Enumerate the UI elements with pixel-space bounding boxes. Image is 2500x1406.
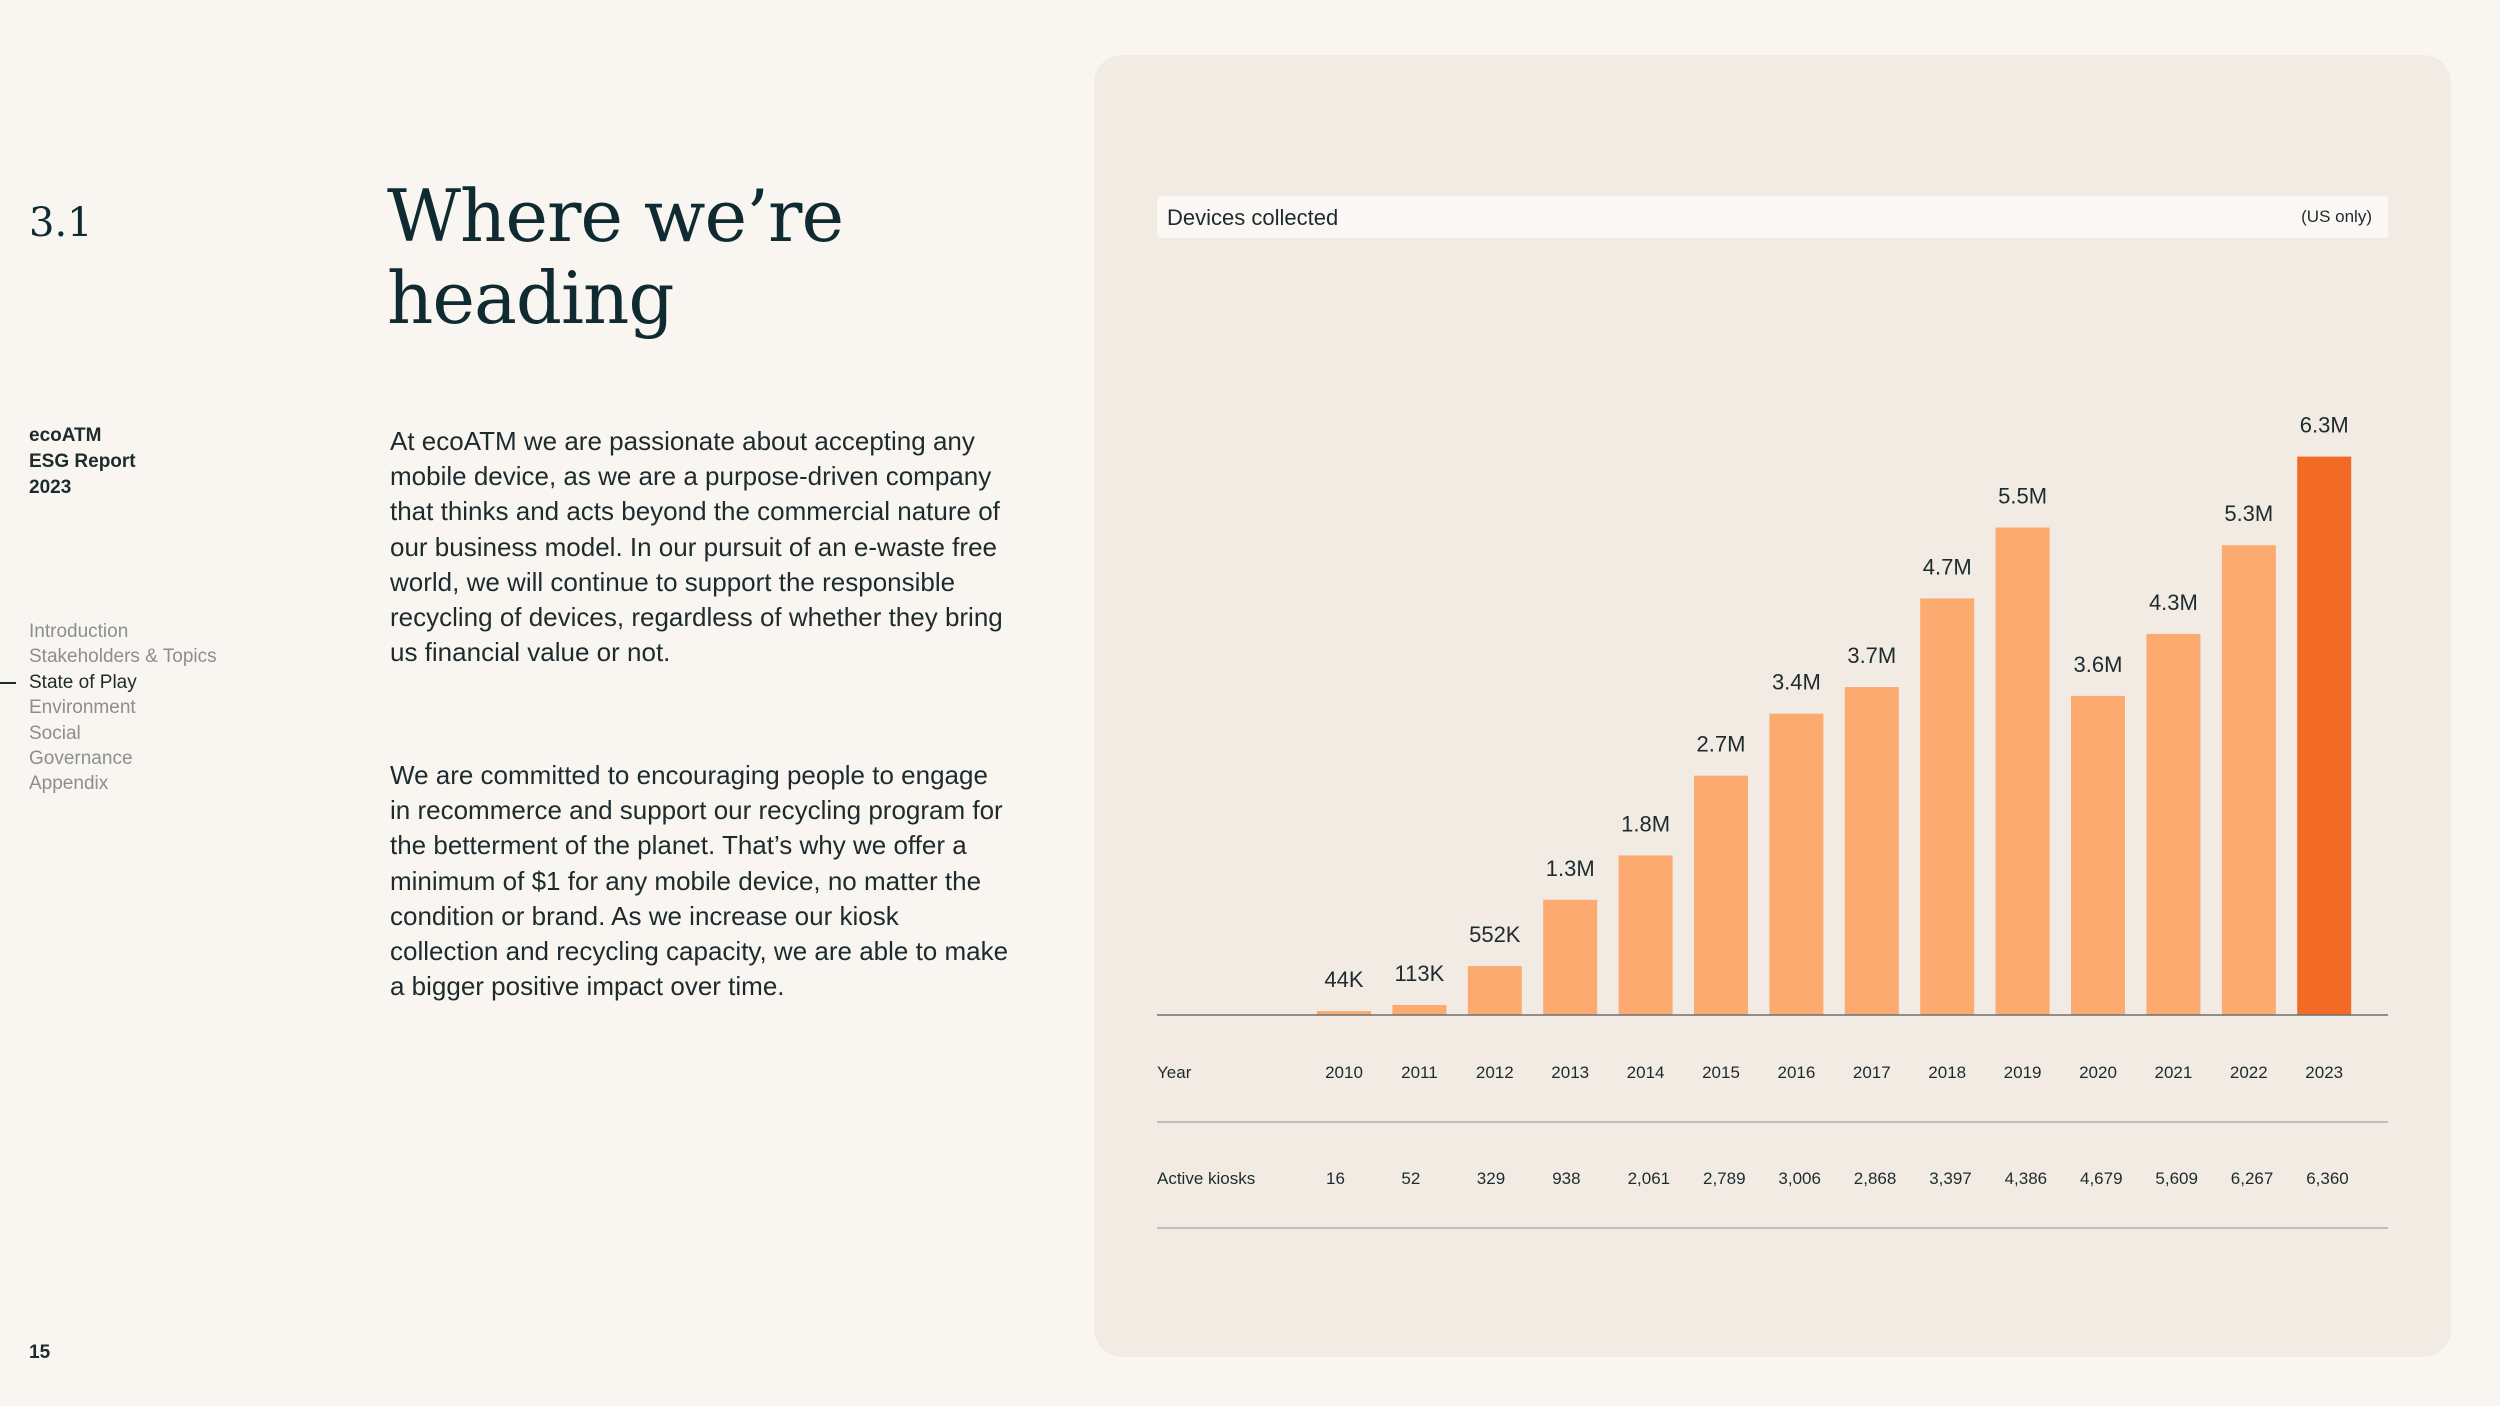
page-number: 15 [29, 1342, 51, 1363]
report-year: 2023 [29, 477, 72, 498]
x-tick-2014: 2014 [1627, 1063, 1665, 1082]
bar-label-2020: 3.6M [2074, 652, 2123, 677]
bar-label-2012: 552K [1469, 922, 1521, 947]
x-tick-2017: 2017 [1853, 1063, 1891, 1082]
kiosk-count-2016: 3,006 [1778, 1169, 1821, 1188]
section-nav: Introduction Stakeholders & Topics State… [0, 619, 217, 797]
nav-item-appendix[interactable]: Appendix [29, 773, 109, 795]
report-brand: ecoATM [29, 425, 102, 446]
bar-2019 [1995, 527, 2050, 1015]
bar-2017 [1844, 687, 1899, 1015]
bar-label-2016: 3.4M [1772, 670, 1821, 695]
x-tick-2012: 2012 [1476, 1063, 1514, 1082]
bar-label-2015: 2.7M [1697, 732, 1746, 757]
x-tick-2020: 2020 [2079, 1063, 2117, 1082]
bar-label-2018: 4.7M [1923, 554, 1972, 579]
bar-label-2023: 6.3M [2300, 413, 2349, 438]
nav-item-social[interactable]: Social [29, 722, 81, 744]
bar-2010 [1317, 1011, 1371, 1015]
bar-2020 [2071, 695, 2125, 1015]
bar-2011 [1392, 1004, 1447, 1015]
x-tick-2016: 2016 [1777, 1063, 1815, 1082]
bar-2023 [2297, 456, 2352, 1015]
kiosk-count-2014: 2,061 [1628, 1169, 1671, 1188]
bar-label-2014: 1.8M [1621, 811, 1670, 836]
page-title-line-2: heading [387, 256, 674, 340]
chart-panel: Devices collected (US only) 44K 2010 16 113… [1094, 55, 2451, 1357]
x-tick-2021: 2021 [2154, 1063, 2192, 1082]
x-tick-2019: 2019 [2004, 1063, 2042, 1082]
bar-label-2021: 4.3M [2149, 590, 2198, 615]
bar-label-2017: 3.7M [1847, 643, 1896, 668]
bar-label-2011: 113K [1395, 961, 1445, 986]
nav-item-environment[interactable]: Environment [29, 697, 136, 719]
kiosk-count-2011: 52 [1401, 1169, 1420, 1188]
bar-2013 [1543, 899, 1598, 1015]
kiosk-count-2017: 2,868 [1854, 1169, 1897, 1188]
page-title-line-1: Where we’re [387, 174, 844, 258]
kiosk-count-2021: 5,609 [2155, 1169, 2198, 1188]
bar-label-2013: 1.3M [1546, 856, 1595, 881]
nav-item-stakeholders-topics[interactable]: Stakeholders & Topics [29, 646, 217, 668]
x-tick-2011: 2011 [1401, 1063, 1438, 1082]
kiosk-count-2015: 2,789 [1703, 1169, 1746, 1188]
bar-label-2022: 5.3M [2224, 501, 2273, 526]
nav-item-governance[interactable]: Governance [29, 748, 133, 770]
x-tick-2010: 2010 [1325, 1063, 1363, 1082]
bar-label-2010: 44K [1324, 967, 1363, 992]
report-label: ecoATM ESG Report 2023 [29, 423, 136, 501]
kiosk-count-2010: 16 [1326, 1169, 1345, 1188]
chart-header: Devices collected (US only) [1157, 196, 2388, 238]
bar-label-2019: 5.5M [1998, 484, 2047, 509]
chart-title: Devices collected [1167, 205, 1339, 230]
x-tick-2018: 2018 [1928, 1063, 1966, 1082]
kiosk-count-2020: 4,679 [2080, 1169, 2123, 1188]
kiosk-count-2013: 938 [1552, 1169, 1580, 1188]
page-title: Where we’re heading [387, 174, 844, 340]
kiosk-count-2019: 4,386 [2005, 1169, 2048, 1188]
x-tick-2015: 2015 [1702, 1063, 1740, 1082]
bar-2016 [1769, 713, 1824, 1015]
x-tick-2022: 2022 [2230, 1063, 2268, 1082]
bar-2022 [2221, 545, 2276, 1015]
bar-2012 [1467, 966, 1522, 1015]
report-name: ESG Report [29, 451, 136, 472]
kiosk-count-2022: 6,267 [2231, 1169, 2274, 1188]
kiosk-count-2012: 329 [1477, 1169, 1505, 1188]
nav-item-introduction[interactable]: Introduction [29, 621, 129, 642]
bar-2021 [2146, 633, 2201, 1015]
x-tick-2023: 2023 [2305, 1063, 2343, 1082]
kiosk-count-2023: 6,360 [2306, 1169, 2349, 1188]
active-kiosks-row-label: Active kiosks [1157, 1169, 1255, 1188]
bar-2015 [1694, 775, 1748, 1015]
bar-2018 [1920, 598, 1975, 1015]
x-tick-2013: 2013 [1551, 1063, 1589, 1082]
intro-paragraph: At ecoATM we are passionate about accept… [390, 426, 1003, 668]
section-number: 3.1 [29, 200, 93, 246]
chart-note: (US only) [2301, 207, 2372, 226]
nav-item-state-of-play[interactable]: State of Play [0, 670, 217, 695]
commitment-paragraph: We are committed to encouraging people t… [390, 760, 1009, 1002]
devices-collected-chart: 44K 2010 16 113K 2011 52 552K 2012 329 1.3M 2013 93… [1157, 413, 2388, 1229]
bar-2014 [1618, 855, 1673, 1015]
kiosk-count-2018: 3,397 [1929, 1169, 1972, 1188]
year-row-label: Year [1157, 1063, 1192, 1082]
